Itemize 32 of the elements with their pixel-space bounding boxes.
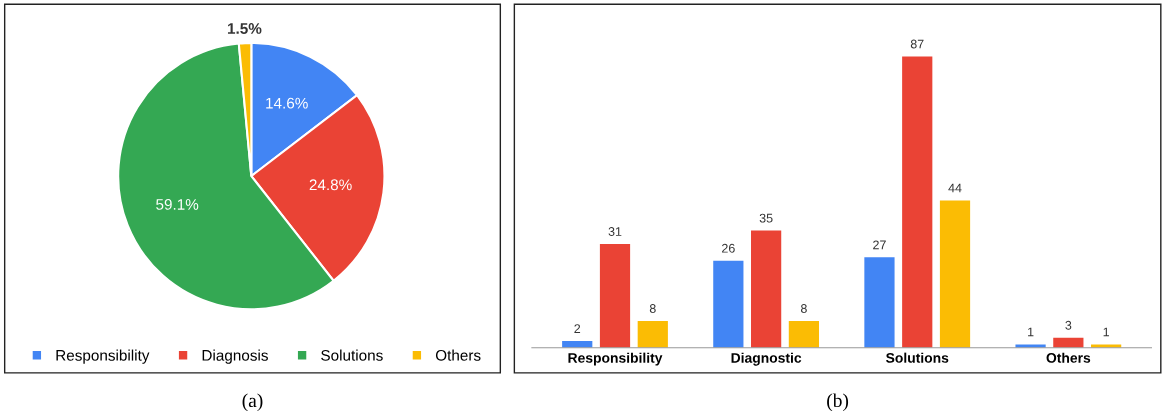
bar xyxy=(713,260,744,348)
data-label: 27 xyxy=(873,240,886,250)
text: (b) xyxy=(827,393,849,412)
data-label: 26 xyxy=(722,243,735,253)
data-label: 44 xyxy=(948,183,962,193)
x-tick-label: Diagnostic xyxy=(731,352,802,366)
data-label: 14.6% xyxy=(266,97,308,109)
bar xyxy=(751,230,782,348)
data-label: 1.5% xyxy=(227,23,262,34)
data-label: 59.1% xyxy=(156,199,199,210)
data-label: 35 xyxy=(759,213,773,223)
bar xyxy=(939,200,971,348)
bar xyxy=(637,320,668,348)
bar xyxy=(788,320,820,348)
data-label: 1 xyxy=(1028,327,1034,337)
bar xyxy=(864,257,895,348)
data-label: 8 xyxy=(800,304,807,313)
x-tick-label: Responsibility xyxy=(568,352,663,366)
bar xyxy=(902,56,933,348)
data-label: 3 xyxy=(1065,320,1072,330)
bar xyxy=(599,243,631,348)
data-label: 31 xyxy=(608,227,622,236)
x-tick-label: Solutions xyxy=(886,352,949,363)
x-tick-label: Others xyxy=(1046,352,1091,363)
bar xyxy=(1015,344,1046,348)
data-label: 87 xyxy=(910,39,924,49)
data-label: 8 xyxy=(649,304,656,313)
data-label: 1 xyxy=(1103,327,1109,337)
legend-label: Diagnosis xyxy=(202,349,268,364)
data-label: 2 xyxy=(574,324,581,333)
data-label: 24.8% xyxy=(309,179,352,191)
text: (a) xyxy=(242,393,263,412)
